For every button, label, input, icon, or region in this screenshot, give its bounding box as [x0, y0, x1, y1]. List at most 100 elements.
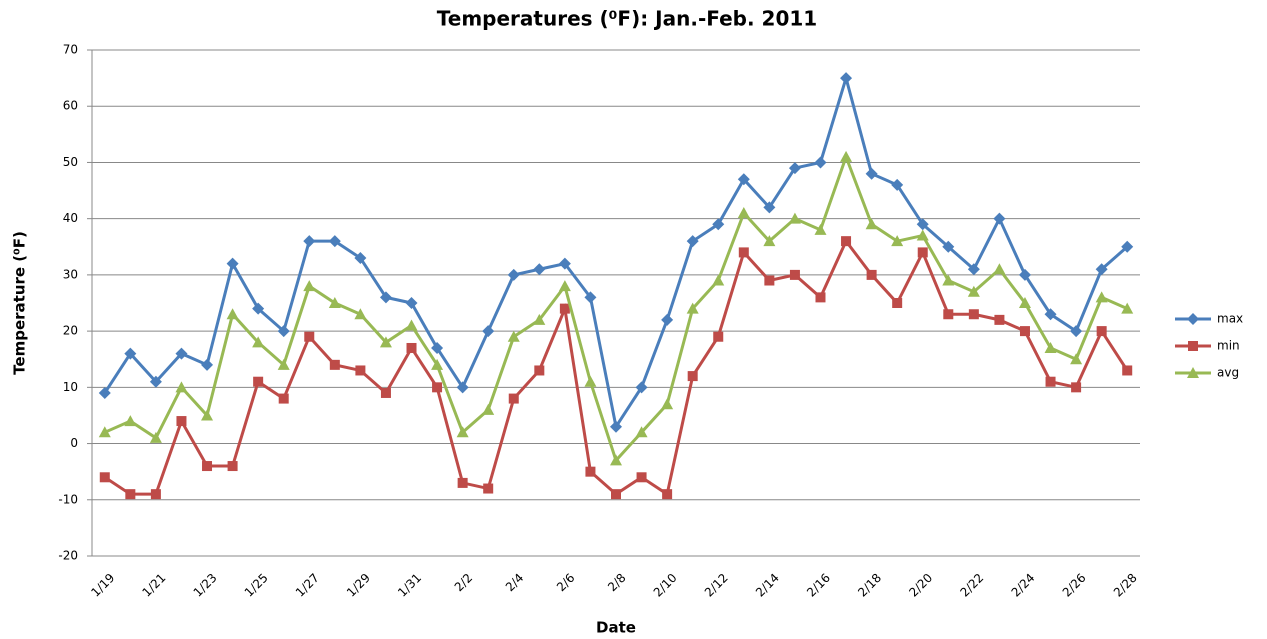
point	[533, 313, 546, 325]
point	[559, 303, 570, 314]
point	[252, 336, 265, 348]
point	[457, 477, 468, 488]
x-tick-label: 2/24	[1009, 571, 1038, 600]
point	[1044, 341, 1057, 353]
point	[788, 162, 801, 175]
y-axis-label: Temperature (⁰F)	[11, 231, 29, 375]
point	[610, 454, 622, 466]
point	[866, 269, 877, 280]
point	[1018, 268, 1031, 281]
point	[1070, 325, 1083, 338]
point	[176, 416, 187, 427]
point	[737, 207, 750, 219]
point	[967, 285, 980, 297]
point	[253, 376, 264, 387]
point	[916, 218, 929, 231]
point	[328, 235, 341, 248]
point	[789, 269, 800, 280]
point	[277, 358, 290, 370]
point	[150, 489, 161, 500]
point	[814, 223, 827, 235]
legend-label: avg	[1217, 366, 1239, 380]
point	[175, 381, 188, 393]
point	[201, 409, 214, 421]
point	[379, 291, 392, 304]
point	[636, 472, 647, 483]
point	[712, 274, 725, 286]
point	[1070, 353, 1083, 365]
point	[431, 341, 444, 354]
point	[942, 240, 955, 253]
point	[149, 431, 162, 443]
y-tick-label: -10	[58, 492, 78, 506]
point	[1018, 297, 1031, 308]
point	[278, 393, 289, 404]
point	[635, 381, 648, 394]
point	[1122, 365, 1133, 376]
point	[227, 461, 238, 472]
point	[1121, 240, 1134, 253]
x-axis-label: Date	[596, 619, 636, 637]
point	[507, 330, 520, 342]
y-tick-label: 10	[63, 380, 78, 394]
x-tick-label: 2/4	[503, 571, 527, 595]
point	[304, 331, 315, 342]
point	[713, 331, 724, 342]
point	[201, 358, 214, 371]
point	[737, 173, 750, 186]
point	[840, 150, 853, 162]
point	[1095, 291, 1108, 303]
y-tick-label: -20	[58, 549, 78, 563]
point	[354, 308, 367, 320]
point	[329, 359, 340, 370]
point	[482, 403, 495, 415]
point	[943, 309, 954, 320]
point	[379, 336, 392, 348]
point	[994, 314, 1005, 325]
x-tick-label: 2/16	[804, 571, 833, 600]
point	[815, 292, 826, 303]
point	[865, 167, 878, 180]
x-tick-label: 1/19	[88, 571, 117, 600]
y-tick-label: 70	[63, 43, 78, 57]
point	[328, 297, 341, 308]
point	[303, 280, 316, 292]
y-tick-label: 40	[63, 211, 78, 225]
point	[967, 263, 980, 276]
point	[124, 347, 137, 360]
point	[686, 302, 699, 314]
point	[99, 472, 110, 483]
point	[1187, 313, 1199, 325]
point	[661, 313, 674, 326]
point	[483, 483, 494, 494]
point	[687, 371, 698, 382]
point	[1095, 263, 1108, 276]
chart-title: Temperatures (⁰F): Jan.-Feb. 2011	[437, 7, 817, 31]
point	[175, 347, 188, 360]
point	[202, 461, 213, 472]
point	[482, 325, 495, 338]
point	[431, 358, 444, 370]
y-tick-label: 20	[63, 324, 78, 338]
point	[917, 247, 928, 258]
point	[993, 263, 1006, 275]
point	[1187, 367, 1199, 378]
point	[380, 387, 391, 398]
point	[968, 309, 979, 320]
point	[456, 381, 469, 394]
point	[456, 426, 469, 438]
x-tick-label: 1/27	[293, 571, 322, 600]
point	[662, 489, 673, 500]
point	[993, 212, 1006, 225]
point	[610, 420, 622, 433]
point	[892, 298, 903, 308]
point	[507, 268, 520, 281]
y-tick-label: 50	[63, 155, 78, 169]
x-tick-label: 2/2	[452, 571, 476, 595]
point	[354, 252, 367, 265]
point	[405, 319, 418, 331]
point	[1121, 302, 1134, 314]
x-tick-label: 2/26	[1060, 571, 1089, 600]
series-line	[103, 72, 1129, 431]
